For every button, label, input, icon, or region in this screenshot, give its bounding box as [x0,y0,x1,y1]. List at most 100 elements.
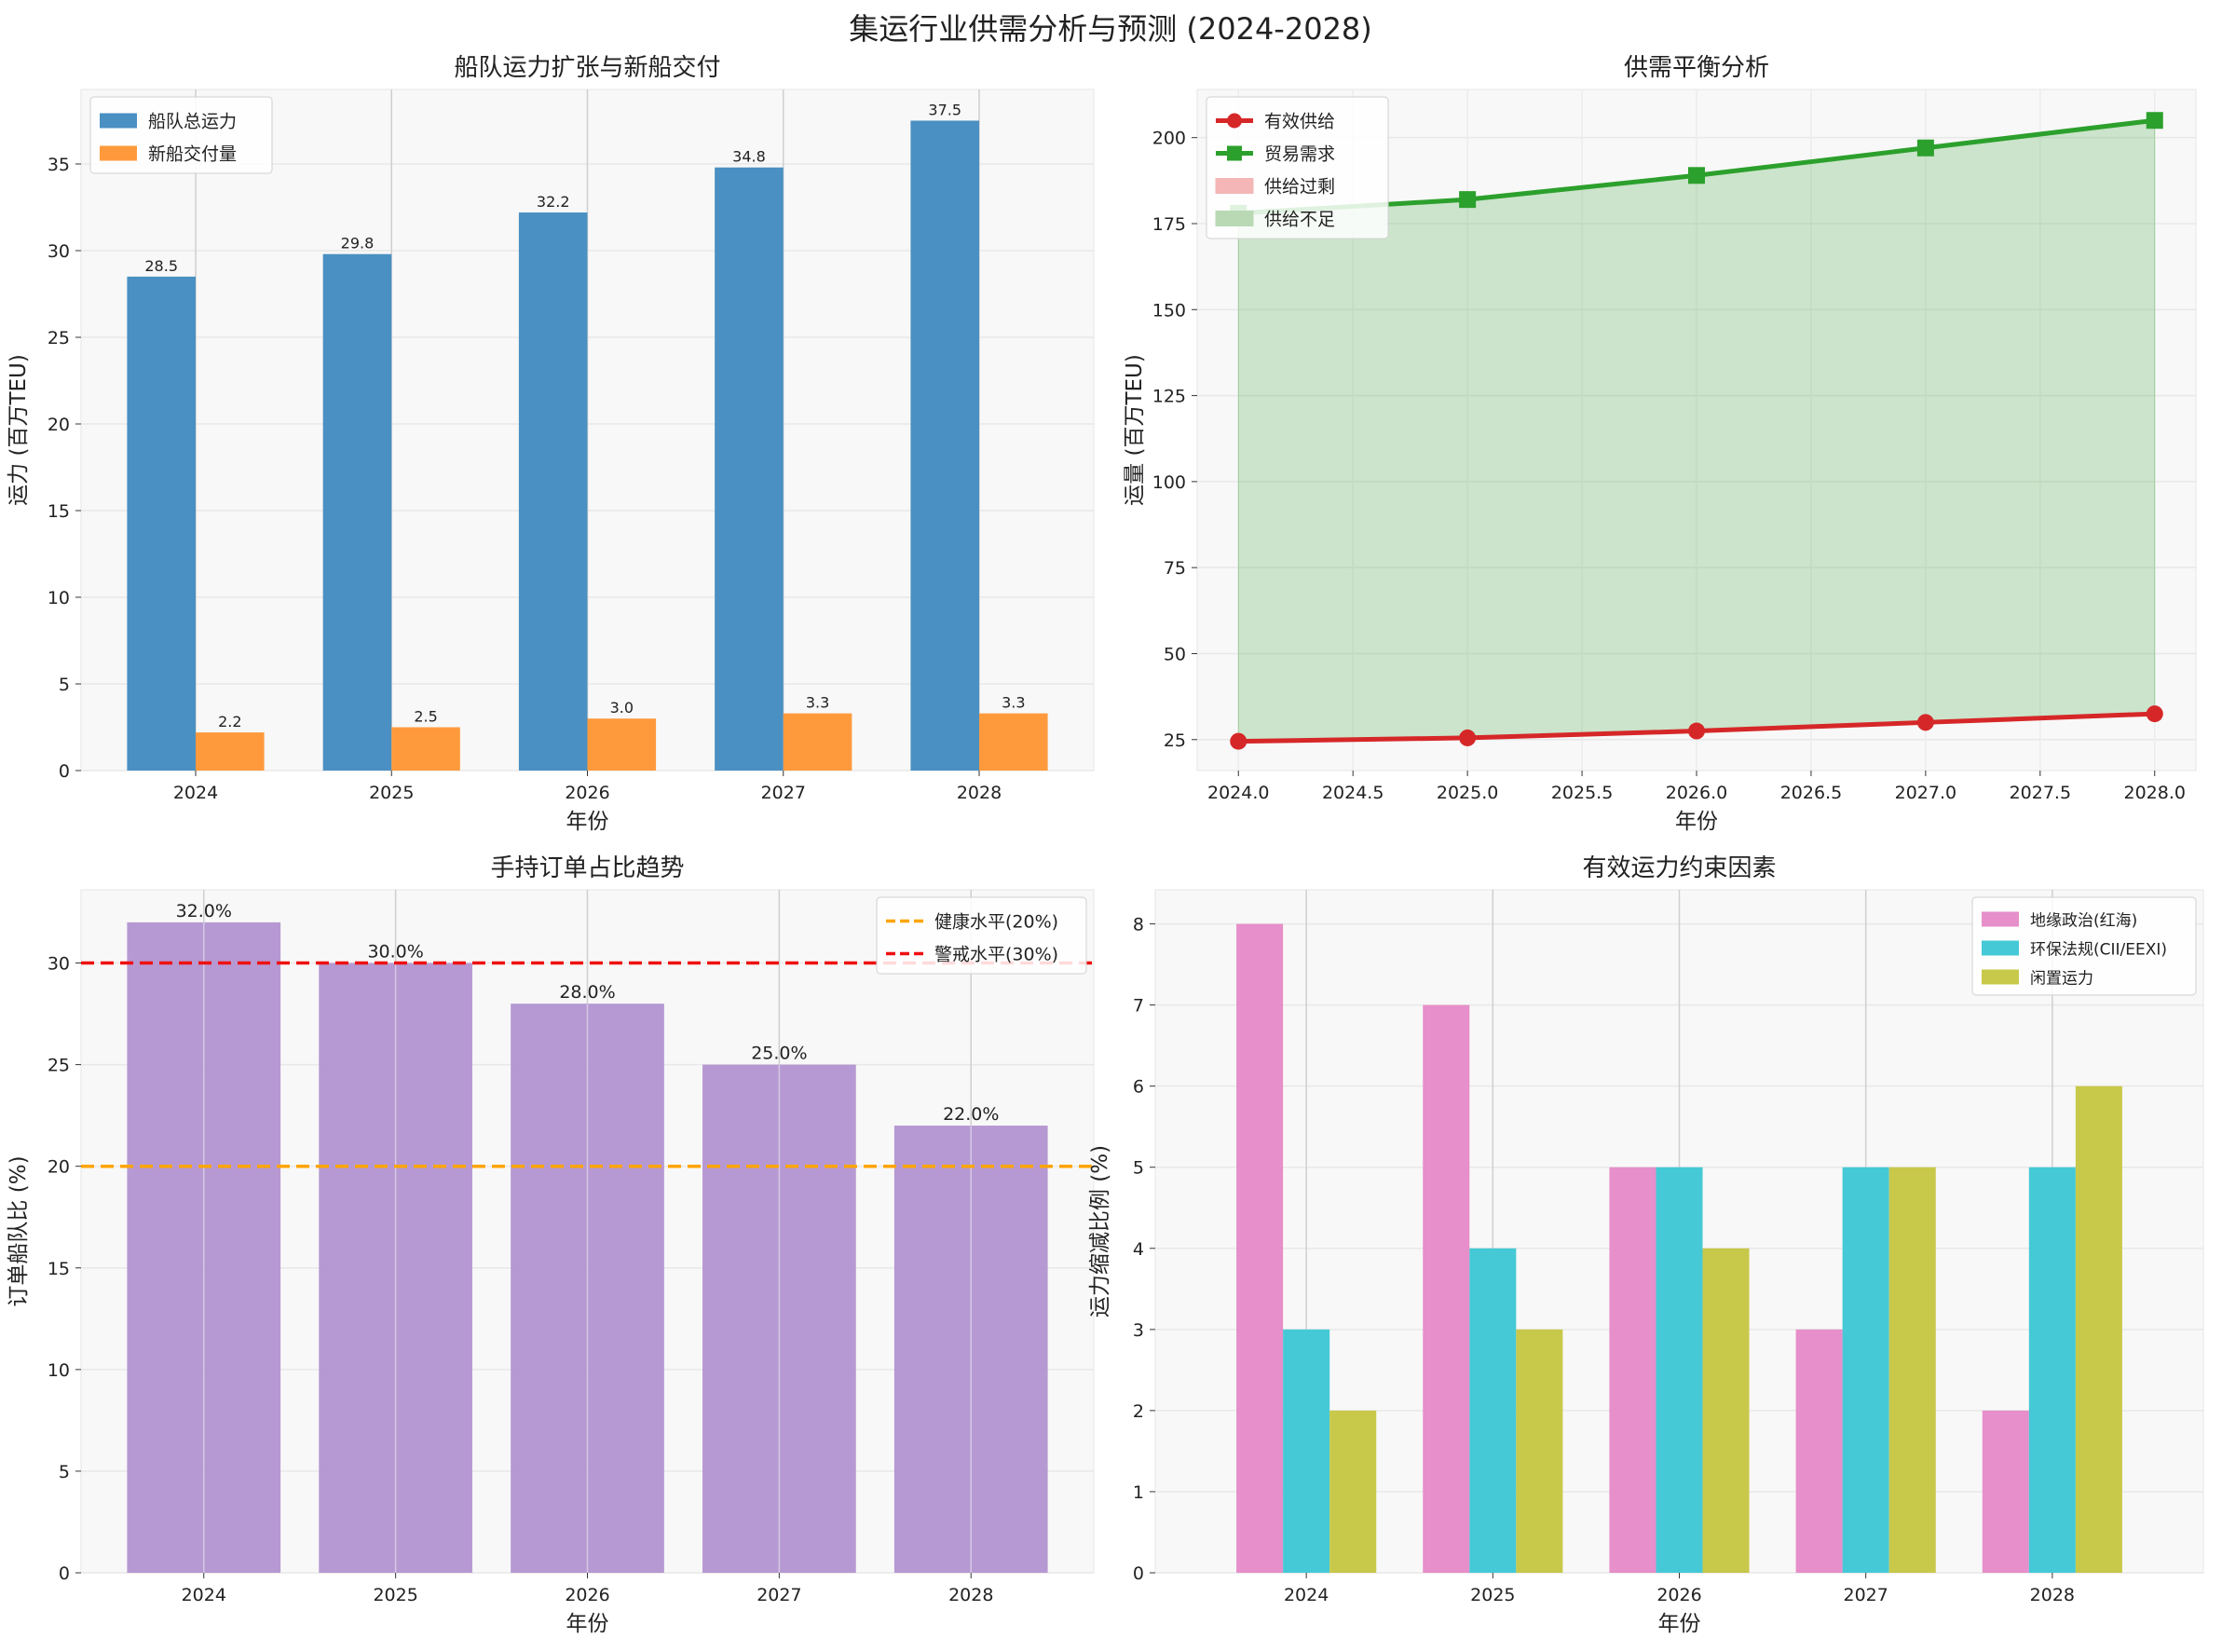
x-tick-label: 2026.0 [1666,783,1727,803]
bar-constraint [1702,1248,1750,1573]
bar-constraint [2028,1167,2076,1573]
y-tick-label: 0 [59,1563,70,1584]
data-label: 32.0% [176,901,232,922]
y-tick-label: 35 [48,155,70,175]
x-tick-label: 2025.0 [1437,783,1498,803]
bar-new-delivery [979,713,1048,771]
y-tick-label: 8 [1133,915,1144,935]
x-tick-label: 2024 [173,783,218,803]
x-tick-label: 2026 [565,1585,609,1605]
legend-box [1206,96,1389,239]
x-tick-label: 2026 [1656,1585,1701,1605]
legend-swatch [1982,911,2019,927]
data-point [1459,191,1477,209]
x-tick-label: 2024 [1284,1585,1329,1605]
data-label: 34.8 [732,148,766,166]
data-label: 28.0% [559,982,615,1003]
y-tick-label: 150 [1152,300,1186,321]
x-tick-label: 2027 [761,783,806,803]
bar-constraint [1656,1167,1703,1573]
legend-marker [1227,145,1242,161]
x-tick-label: 2026 [565,783,609,803]
x-tick-label: 2028 [957,783,1002,803]
x-tick-label: 2026.5 [1780,783,1842,803]
y-tick-label: 0 [59,761,70,782]
x-axis-label: 年份 [1658,1612,1701,1636]
bar-constraint [1516,1329,1563,1573]
x-tick-label: 2027 [1843,1585,1888,1605]
bar-constraint [1795,1329,1843,1573]
x-tick-label: 2028 [948,1585,993,1605]
y-tick-label: 10 [48,1360,70,1381]
data-label: 25.0% [751,1044,807,1064]
data-label: 2.2 [218,713,241,730]
legend-swatch [1982,969,2019,985]
bar-new-delivery [195,732,265,771]
x-axis-label: 年份 [1675,810,1718,834]
x-tick-label: 2025.5 [1551,783,1613,803]
data-label: 3.0 [610,699,634,717]
data-point [1688,167,1705,184]
y-tick-label: 2 [1133,1401,1144,1422]
legend-label: 健康水平(20%) [934,912,1058,933]
x-tick-label: 2028 [2030,1585,2075,1605]
y-axis-label: 订单船队比 (%) [7,1155,31,1306]
y-tick-label: 25 [48,1056,70,1076]
legend-box [1971,896,2197,996]
legend-box [876,896,1087,975]
data-label: 2.5 [414,707,437,725]
legend-label: 船队总运力 [148,112,237,132]
bar-fleet-capacity [127,276,196,771]
y-tick-label: 20 [48,1157,70,1178]
x-tick-label: 2024 [182,1585,226,1605]
legend-swatch [100,113,137,129]
data-label: 29.8 [341,235,375,253]
y-tick-label: 5 [59,675,70,695]
data-point [1916,139,1934,157]
bar-fleet-capacity [518,212,588,771]
y-tick-label: 7 [1133,996,1144,1017]
data-label: 3.3 [806,694,829,712]
data-point [1688,722,1705,740]
y-tick-label: 200 [1152,129,1186,149]
y-tick-label: 100 [1152,472,1186,493]
y-tick-label: 15 [48,501,70,522]
y-tick-label: 175 [1152,214,1186,235]
subplot-2: 25 50 75 100 125 150 175 200 2024.0 2024.5 2025.0 2… [1123,54,2197,834]
data-point [1230,732,1247,750]
y-tick-label: 5 [1133,1158,1144,1179]
data-label: 22.0% [943,1104,999,1125]
y-axis-label: 运力缩减比例 (%) [1088,1145,1112,1318]
y-tick-label: 4 [1133,1239,1144,1260]
data-point [1459,729,1477,746]
legend-swatch [1982,940,2019,956]
x-tick-label: 2028.0 [2124,783,2186,803]
bar-new-delivery [587,718,657,771]
x-axis-label: 年份 [566,1612,609,1636]
bar-constraint [1329,1410,1377,1573]
legend: 地缘政治(红海) 环保法规(CII/EEXI) 闲置运力 [1971,896,2197,996]
subplot-title: 手持订单占比趋势 [490,854,684,882]
bar-new-delivery [783,713,852,771]
y-tick-label: 10 [48,588,70,608]
y-tick-label: 25 [48,328,70,348]
y-tick-label: 25 [1164,730,1186,751]
y-tick-label: 5 [59,1462,70,1482]
y-tick-label: 15 [48,1259,70,1279]
bar-fleet-capacity [715,167,784,771]
figure-title: 集运行业供需分析与预测 (2024-2028) [849,11,1372,47]
bar-fleet-capacity [910,120,980,771]
legend-label: 新船交付量 [148,144,237,165]
legend-swatch [1215,211,1254,226]
x-tick-label: 2025 [369,783,414,803]
legend-label: 供给过剩 [1264,177,1335,198]
x-axis-label: 年份 [566,810,609,834]
x-tick-label: 2025 [1470,1585,1515,1605]
legend-label: 供给不足 [1264,210,1335,230]
data-label: 28.5 [144,257,178,275]
legend-swatch [1215,178,1254,194]
